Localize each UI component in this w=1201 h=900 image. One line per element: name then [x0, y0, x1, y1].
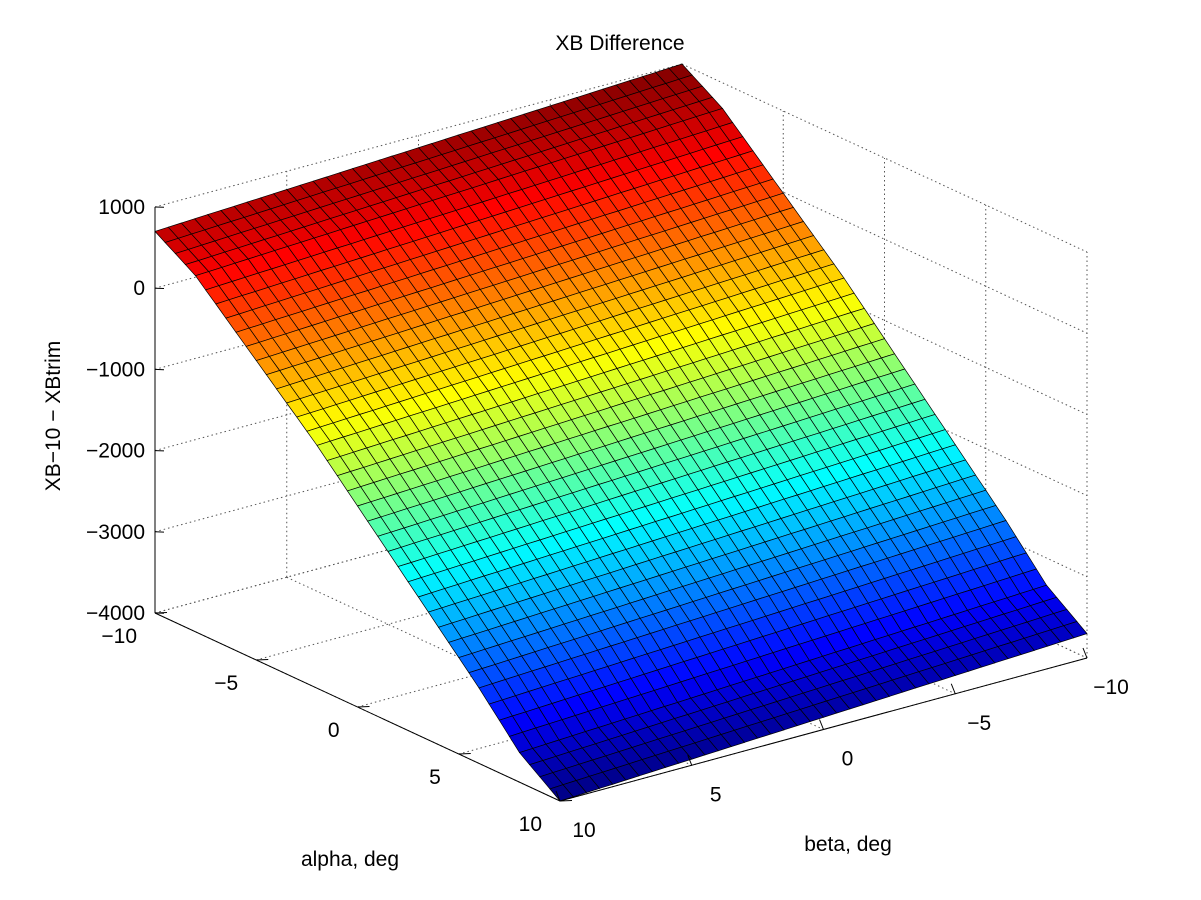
z-tick-label: 1000	[98, 196, 145, 219]
x-tick-mark	[819, 719, 824, 730]
y-tick-label: 5	[429, 766, 441, 789]
x-tick-mark	[687, 755, 693, 766]
z-axis-label: XB−10 − XBtrim	[42, 341, 65, 492]
z-tick-label: −2000	[86, 440, 145, 463]
chart-title: XB Difference	[555, 32, 684, 55]
x-axis-label: beta, deg	[804, 833, 892, 856]
y-tick-mark	[458, 753, 471, 755]
x-tick-label: −5	[967, 712, 991, 735]
y-tick-mark	[154, 612, 168, 614]
x-tick-mark	[950, 683, 956, 694]
grid-line	[154, 63, 683, 208]
y-tick-mark	[357, 706, 370, 708]
y-tick-mark	[256, 659, 269, 661]
y-tick-label: 10	[519, 813, 542, 836]
x-tick-mark	[555, 790, 561, 802]
y-tick-label: 0	[328, 719, 340, 742]
z-tick-label: −4000	[86, 602, 145, 625]
z-tick-label: 0	[133, 277, 145, 300]
surface-mesh	[154, 63, 1088, 802]
tick-labels: −4000 −3000 −2000 −1000 0 1000 −10 −5 0 5 10 10 5 0 −5…	[86, 196, 1129, 842]
x-tick-label: −10	[1093, 676, 1129, 699]
y-tick-mark	[559, 800, 573, 802]
x-tick-label: 10	[572, 819, 595, 842]
y-tick-label: −5	[214, 672, 238, 695]
z-tick-label: −1000	[86, 358, 145, 381]
y-axis-label: alpha, deg	[301, 848, 399, 871]
x-tick-mark	[1082, 647, 1088, 659]
axis-lines	[154, 206, 1088, 802]
y-tick-label: −10	[101, 625, 137, 648]
x-tick-label: 0	[842, 748, 854, 771]
z-tick-label: −3000	[86, 521, 145, 544]
x-tick-label: 5	[710, 783, 722, 806]
